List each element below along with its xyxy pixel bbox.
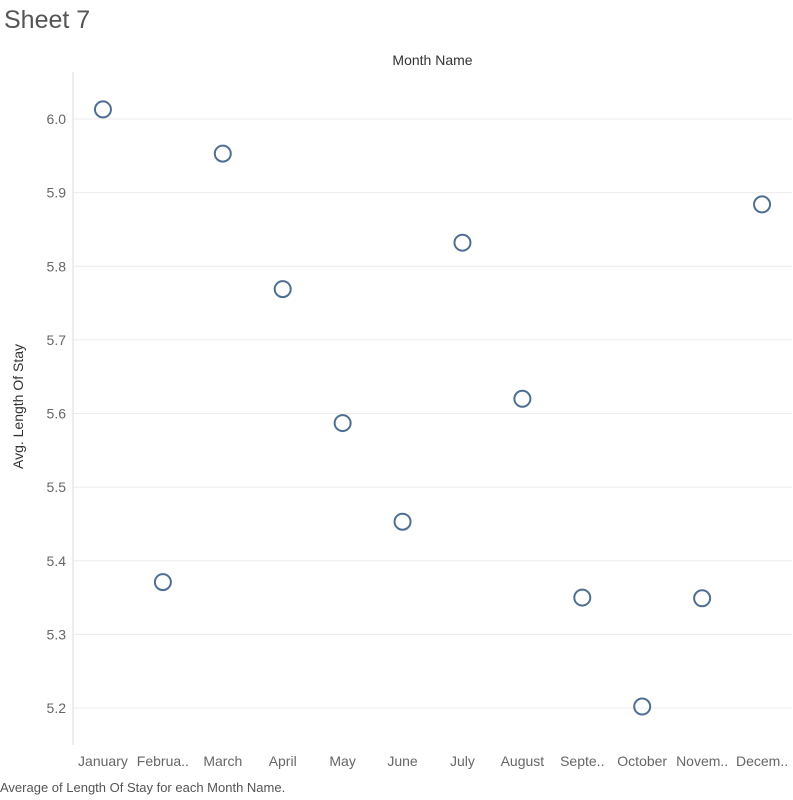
y-axis-title: Avg. Length Of Stay	[10, 344, 26, 469]
data-point[interactable]	[513, 389, 532, 408]
x-tick-label: October	[617, 753, 667, 769]
data-point[interactable]	[93, 100, 112, 119]
y-tick-label: 5.9	[47, 185, 67, 201]
scatter-chart: 5.2 5.3 5.4 5.5 5.6 5.7 5.8 5.9 6.0 January Febru…	[10, 52, 792, 769]
data-point[interactable]	[333, 414, 352, 433]
x-tick-label: May	[329, 753, 355, 769]
data-point[interactable]	[213, 144, 232, 163]
data-point[interactable]	[393, 512, 412, 531]
y-tick-label: 5.5	[47, 479, 67, 495]
x-tick-label: Decem..	[736, 753, 788, 769]
x-tick-label: Novem..	[676, 753, 728, 769]
sheet-title: Sheet 7	[4, 6, 91, 34]
y-tick-label: 5.3	[47, 626, 67, 642]
x-tick-label: April	[269, 753, 297, 769]
y-tick-label: 6.0	[47, 111, 67, 127]
chart-caption: Average of Length Of Stay for each Month…	[0, 780, 286, 795]
data-point[interactable]	[573, 588, 592, 607]
y-axis-ticks: 5.2 5.3 5.4 5.5 5.6 5.7 5.8 5.9 6.0	[47, 111, 67, 716]
data-point[interactable]	[753, 195, 772, 214]
data-point[interactable]	[153, 573, 172, 592]
x-axis-title: Month Name	[392, 52, 472, 68]
x-tick-label: June	[387, 753, 418, 769]
x-tick-label: August	[501, 753, 545, 769]
y-tick-label: 5.2	[47, 700, 67, 716]
y-tick-label: 5.4	[47, 553, 67, 569]
data-point[interactable]	[633, 697, 652, 716]
gridlines	[73, 118, 792, 709]
x-tick-label: July	[450, 753, 475, 769]
x-tick-label: Septe..	[560, 753, 604, 769]
data-point[interactable]	[693, 589, 712, 608]
data-points[interactable]	[93, 100, 772, 716]
x-axis-ticks: January Februa.. March April May June July Augu…	[78, 753, 788, 769]
x-tick-label: March	[203, 753, 242, 769]
data-point[interactable]	[453, 233, 472, 252]
y-tick-label: 5.7	[47, 332, 67, 348]
x-tick-label: Februa..	[137, 753, 189, 769]
data-point[interactable]	[273, 280, 292, 299]
y-tick-label: 5.8	[47, 258, 67, 274]
x-tick-label: January	[78, 753, 128, 769]
y-tick-label: 5.6	[47, 406, 67, 422]
